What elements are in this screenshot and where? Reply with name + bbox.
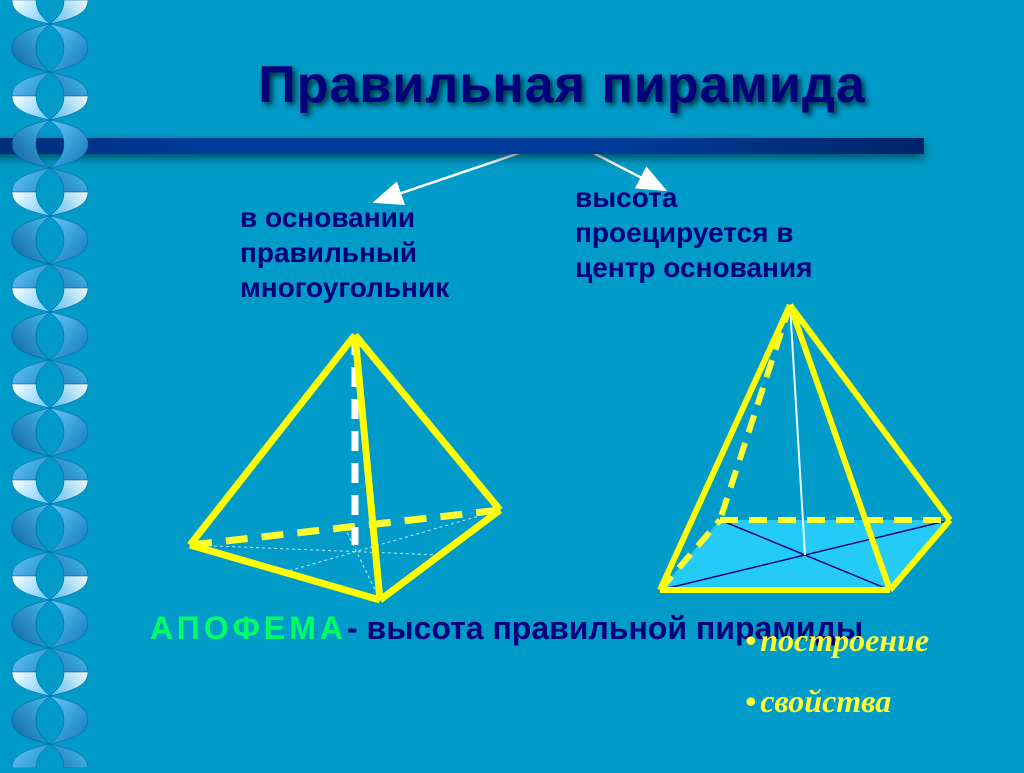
page-title: Правильная пирамида xyxy=(258,56,866,114)
links: •построение •свойства xyxy=(745,610,929,732)
apothem-term: АПОФЕМА xyxy=(150,610,347,646)
link-construction-label: построение xyxy=(760,622,929,658)
pyramid-left xyxy=(190,335,500,600)
helix-decoration xyxy=(0,0,100,768)
figures-area xyxy=(100,140,1024,640)
caption-height: высота проецируется в центр основания xyxy=(575,180,835,285)
link-properties[interactable]: •свойства xyxy=(745,671,929,732)
divider-bar xyxy=(0,138,924,154)
pyramid-right xyxy=(660,305,950,590)
title-row: Правильная пирамида xyxy=(100,55,1024,115)
link-properties-label: свойства xyxy=(760,683,891,719)
link-construction[interactable]: •построение xyxy=(745,610,929,671)
slide-content: Правильная пирамида xyxy=(100,0,1024,768)
caption-base: в основании правильный многоугольник xyxy=(240,200,520,305)
